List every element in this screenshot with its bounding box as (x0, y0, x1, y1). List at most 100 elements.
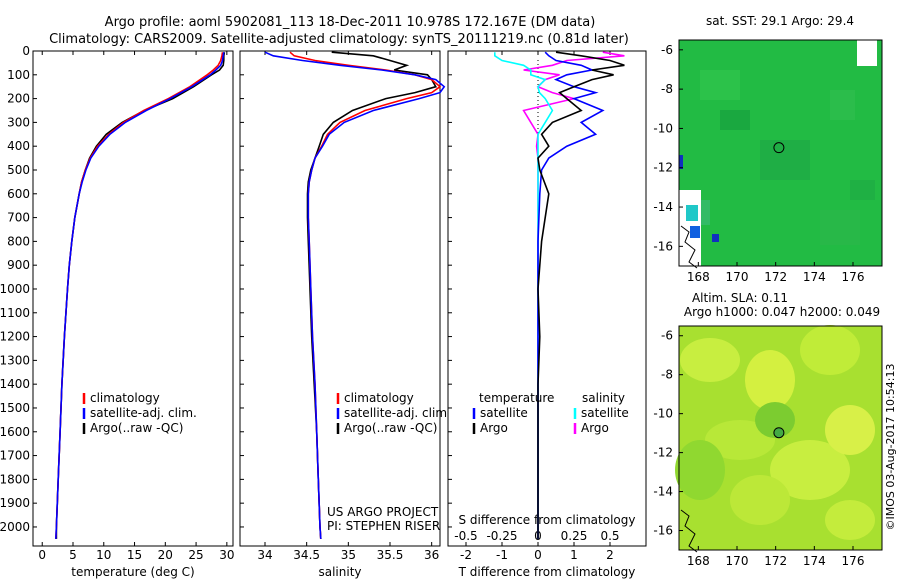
salinity-frame (239, 50, 441, 547)
sla-lon-label: 174 (803, 554, 826, 568)
depth-tick-label: 1600 (0, 425, 30, 439)
sst-lon-label: 176 (842, 270, 865, 284)
difference-legend-t-label: Argo (480, 421, 508, 435)
figure-title-line2: Climatology: CARS2009. Satellite-adjuste… (49, 32, 629, 47)
depth-tick-label: 2000 (0, 520, 30, 534)
difference-legend-s-label: Argo (581, 421, 609, 435)
sla-blob (825, 500, 875, 540)
difference-s-tick-label: 0.5 (600, 529, 619, 543)
temperature-frame (32, 50, 234, 547)
sla-lat-label: -10 (653, 407, 673, 421)
difference-x-tick-label: 0 (534, 548, 542, 562)
temperature-x-tick-label: 0 (38, 548, 46, 562)
sla-map-field (675, 325, 882, 550)
depth-tick-label: 1100 (0, 306, 30, 320)
sst-patch (850, 180, 875, 200)
depth-tick-label: 1000 (0, 282, 30, 296)
sst-map-field (679, 40, 882, 266)
sla-lon-label: 172 (764, 554, 787, 568)
temperature-x-tick-label: 20 (158, 548, 173, 562)
salinity-panel: 34 34.5 35 35.5 36 salinity climatologysatelli… (239, 50, 451, 579)
sla-blob (675, 440, 725, 500)
sst-lat-label: -16 (653, 239, 673, 253)
temperature-x-tick-label: 10 (96, 548, 111, 562)
sst-lon-label: 168 (687, 270, 710, 284)
difference-x-tick-label: -1 (496, 548, 508, 562)
sst-patch (830, 90, 855, 120)
depth-tick-label: 500 (7, 163, 30, 177)
salinity-x-label: salinity (318, 565, 361, 579)
sst-patch (700, 70, 740, 100)
temperature-x-label: temperature (deg C) (71, 565, 194, 579)
sst-lon-label: 170 (726, 270, 749, 284)
sst-lat-label: -12 (653, 161, 673, 175)
sla-blob (730, 475, 790, 525)
sst-title: sat. SST: 29.1 Argo: 29.4 (706, 14, 854, 28)
depth-tick-label: 100 (7, 68, 30, 82)
sst-map-panel: 168 170 172 174 176 -6 -8 -10 -12 -14 -16 sat. SST:… (653, 14, 883, 284)
sst-patch (720, 110, 750, 130)
salinity-x-tick-label: 35 (341, 548, 356, 562)
sla-lon-label: 176 (842, 554, 865, 568)
difference-legend-s-label: satellite (581, 406, 629, 420)
sst-cold-patch (679, 155, 683, 169)
depth-tick-label: 200 (7, 92, 30, 106)
depth-tick-label: 1200 (0, 330, 30, 344)
sla-map-panel: 168 170 172 174 176 -6 -8 -10 -12 -14 -16 Altim. SL… (653, 291, 883, 568)
sst-argo-marker (773, 142, 785, 154)
sst-cold-patch (690, 226, 700, 238)
depth-tick-label: 1900 (0, 496, 30, 510)
temperature-x-tick-label: 25 (188, 548, 203, 562)
temperature-legend-label: climatology (90, 391, 160, 405)
sst-nodata-patch (857, 40, 877, 66)
depth-tick-label: 1400 (0, 377, 30, 391)
depth-tick-label: 900 (7, 258, 30, 272)
sst-lon-label: 172 (764, 270, 787, 284)
sla-lon-label: 168 (687, 554, 710, 568)
difference-panel: -2 -1 0 1 2-0.5 -0.25 0 0.25 0.5S difference fro… (447, 50, 647, 579)
sla-blob (825, 405, 875, 455)
temperature-x-tick-label: 5 (69, 548, 77, 562)
salinity-satellite-line (264, 51, 446, 539)
figure-title-line1: Argo profile: aoml 5902081_113 18-Dec-20… (105, 15, 596, 30)
sst-lat-label: -8 (661, 82, 673, 96)
sst-lat-label: -6 (661, 43, 673, 57)
sla-blob (680, 338, 740, 382)
salinity-x-tick-label: 34 (257, 548, 272, 562)
depth-tick-label: 1700 (0, 449, 30, 463)
salinity-note-pi: PI: STEPHEN RISER (327, 519, 440, 533)
sst-patch (820, 210, 860, 245)
sla-blob (800, 325, 860, 375)
sst-cold-patch (712, 234, 719, 242)
difference-legend-s-header: salinity (582, 391, 625, 405)
depth-tick-label: 1500 (0, 401, 30, 415)
sst-lat-label: -10 (653, 121, 673, 135)
sst-cool-patch (686, 205, 698, 221)
sla-blob (770, 440, 850, 500)
difference-s-tick-label: -0.5 (454, 529, 477, 543)
sla-title: Altim. SLA: 0.11 (692, 291, 788, 305)
sst-lat-label: -14 (653, 200, 673, 214)
sst-coastline (680, 225, 698, 269)
sla-subtitle: Argo h1000: 0.047 h2000: 0.049 (684, 305, 880, 319)
depth-tick-label: 600 (7, 187, 30, 201)
sla-lat-label: -12 (653, 446, 673, 460)
difference-x-label: T difference from climatology (458, 565, 636, 579)
depth-tick-label: 1800 (0, 472, 30, 486)
sla-lat-label: -16 (653, 524, 673, 538)
sst-lon-label: 174 (803, 270, 826, 284)
difference-x-tick-label: 2 (606, 548, 614, 562)
salinity-x-tick-label: 34.5 (293, 548, 320, 562)
depth-tick-label: 0 (22, 44, 30, 58)
sla-argo-marker (773, 427, 785, 439)
depth-tick-label: 800 (7, 234, 30, 248)
salinity-x-tick-label: 36 (424, 548, 439, 562)
temperature-legend-label: Argo(..raw -QC) (90, 421, 183, 435)
sla-frame (678, 325, 883, 551)
sla-lat-label: -8 (661, 368, 673, 382)
depth-tick-label: 1300 (0, 353, 30, 367)
difference-legend-t-label: satellite (480, 406, 528, 420)
difference-x-tick-label: 1 (570, 548, 578, 562)
salinity-legend-label: satellite-adj. clim. (344, 406, 451, 420)
